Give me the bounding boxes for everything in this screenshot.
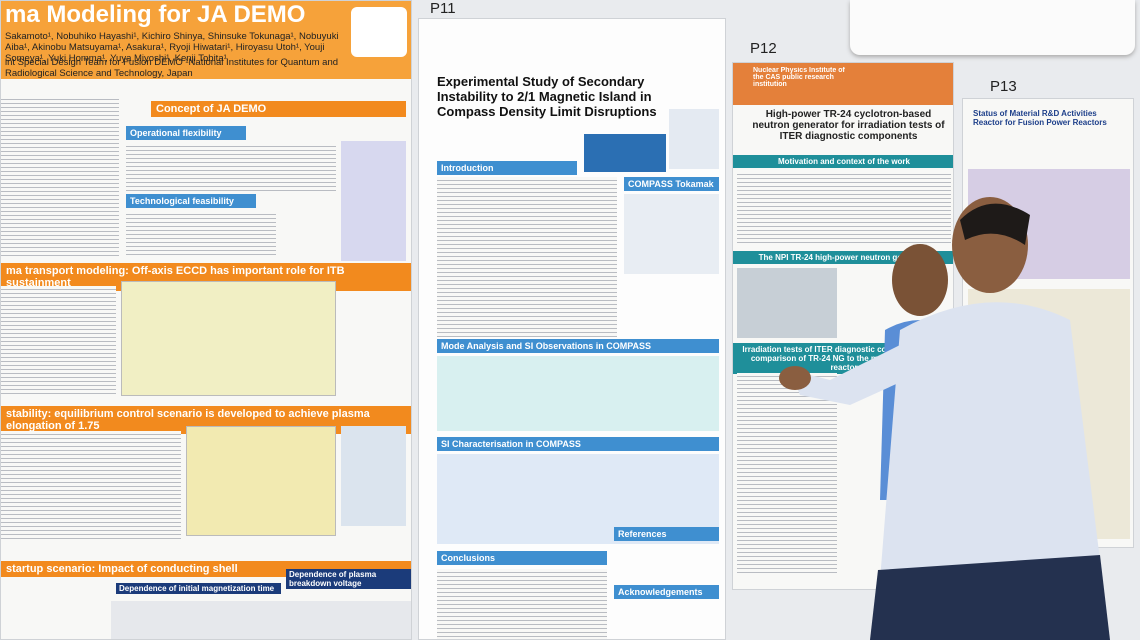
section-heading: stability: equilibrium control scenario … xyxy=(1,406,411,434)
figure xyxy=(186,426,336,536)
figure xyxy=(111,601,411,639)
text-block xyxy=(437,177,617,337)
logo xyxy=(669,109,719,169)
section-heading: COMPASS Tokamak xyxy=(624,177,719,191)
poster-affiliation: int Special Design Team for Fusion DEMO … xyxy=(5,57,339,79)
section-heading: References xyxy=(614,527,719,541)
section-heading: Mode Analysis and SI Observations in COM… xyxy=(437,339,719,353)
photo xyxy=(737,268,837,338)
info-box xyxy=(584,134,666,172)
air-conditioner xyxy=(850,0,1135,55)
poster-title: High-power TR-24 cyclotron-based neutron… xyxy=(752,109,945,142)
poster: Experimental Study of Secondary Instabil… xyxy=(418,18,726,640)
subsection-heading: Dependence of initial magnetization time xyxy=(116,583,281,594)
section-heading: Concept of JA DEMO xyxy=(151,101,406,117)
poster-header: ma Modeling for JA DEMO Sakamoto¹, Nobuh… xyxy=(1,1,411,79)
text-block xyxy=(1,286,116,396)
poster-number: P11 xyxy=(430,0,456,17)
text-block xyxy=(1,96,119,256)
text-block xyxy=(126,211,276,256)
poster-title: Experimental Study of Secondary Instabil… xyxy=(437,74,657,119)
text-block xyxy=(737,373,837,573)
section-heading: Motivation and context of the work xyxy=(733,155,953,168)
section-heading: SI Characterisation in COMPASS xyxy=(437,437,719,451)
logo xyxy=(351,7,407,57)
section-heading: Introduction xyxy=(437,161,577,175)
poster-header: Nuclear Physics Institute of the CAS pub… xyxy=(733,63,953,105)
section-heading: Operational flexibility xyxy=(126,126,246,140)
table xyxy=(341,141,406,261)
figure xyxy=(624,194,719,274)
text-block xyxy=(437,569,607,639)
section-heading: Technological feasibility xyxy=(126,194,256,208)
poster-number: P12 xyxy=(750,40,777,57)
section-heading: Conclusions xyxy=(437,551,607,565)
poster-title: ma Modeling for JA DEMO xyxy=(5,1,306,28)
figure xyxy=(341,426,406,526)
text-block xyxy=(1,431,181,541)
poster: ma Modeling for JA DEMO Sakamoto¹, Nobuh… xyxy=(0,0,412,640)
figure xyxy=(121,281,336,396)
text-block xyxy=(737,171,951,246)
text-block xyxy=(126,143,336,191)
person xyxy=(779,197,1110,640)
institute: Nuclear Physics Institute of the CAS pub… xyxy=(753,67,845,88)
section-heading: Acknowledgements xyxy=(614,585,719,599)
subsection-heading: Dependence of plasma breakdown voltage xyxy=(286,569,411,589)
poster-title: Status of Material R&D Activities Reacto… xyxy=(973,109,1107,127)
poster-authors: Sakamoto¹, Nobuhiko Hayashi¹, Kichiro Sh… xyxy=(5,31,339,64)
poster-number: P13 xyxy=(990,78,1017,95)
figure xyxy=(437,356,719,431)
